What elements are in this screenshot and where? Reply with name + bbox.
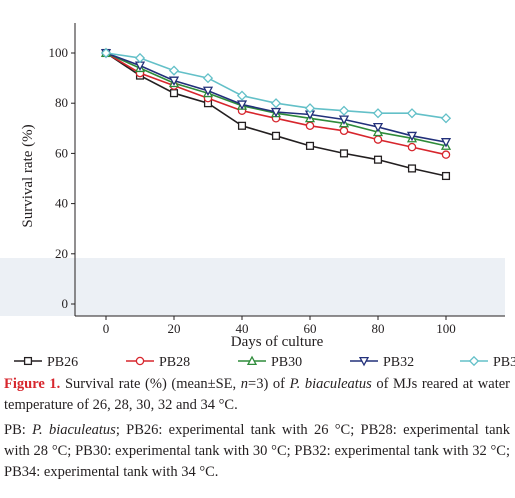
data-point-pb34 xyxy=(270,98,282,109)
data-point-pb34 xyxy=(168,65,180,76)
data-point-pb34 xyxy=(406,108,418,119)
data-point-pb34 xyxy=(100,47,112,59)
caption-species: P. biaculeatus xyxy=(289,376,372,392)
data-point-pb34 xyxy=(236,90,248,101)
y-tick-label: 40 xyxy=(55,196,68,211)
data-point-pb32 xyxy=(440,138,452,148)
background-band xyxy=(0,258,505,316)
notes-species: P. biaculeatus xyxy=(32,422,116,438)
legend-marker-pb32 xyxy=(358,356,370,367)
data-point-pb26 xyxy=(407,164,417,173)
data-point-pb28 xyxy=(305,121,315,131)
data-point-pb34 xyxy=(440,113,452,124)
data-point-pb26 xyxy=(339,149,349,158)
data-point-pb26 xyxy=(169,89,179,98)
legend-label-pb32: PB32 xyxy=(383,355,414,370)
data-point-pb32 xyxy=(372,122,384,133)
data-point-pb28 xyxy=(441,150,451,159)
x-tick-label: 40 xyxy=(236,321,249,336)
notes-pb-label: PB: xyxy=(4,422,33,438)
x-tick-label: 20 xyxy=(168,321,181,336)
figure-caption: Figure 1. Survival rate (%) (mean±SE, n=… xyxy=(4,374,510,483)
caption-text-2: =3) of xyxy=(248,376,290,392)
legend: PB26 PB28 PB30 PB32 PB34 xyxy=(14,355,515,370)
x-tick-label: 80 xyxy=(372,321,385,336)
data-point-pb26 xyxy=(373,155,383,164)
caption-n-variable: n xyxy=(240,376,249,392)
data-point-pb34 xyxy=(304,103,316,114)
x-tick-label: 60 xyxy=(304,321,317,336)
data-point-pb34 xyxy=(372,108,384,119)
data-point-pb32 xyxy=(202,86,214,97)
x-tick-label: 100 xyxy=(436,321,456,336)
data-point-pb34 xyxy=(134,52,146,64)
caption-main: Figure 1. Survival rate (%) (mean±SE, n=… xyxy=(4,374,510,416)
y-axis-label: Survival rate (%) xyxy=(20,124,36,227)
data-point-pb28 xyxy=(339,126,349,136)
legend-marker-pb28 xyxy=(135,356,145,366)
data-point-pb28 xyxy=(407,142,417,152)
data-point-pb32 xyxy=(338,115,350,125)
y-tick-label: 20 xyxy=(55,246,68,261)
data-point-pb32 xyxy=(270,107,282,118)
series-markers xyxy=(100,47,452,181)
survival-rate-chart: 0 20 40 60 80 100 0 20 40 60 80 100 Survival rate (… xyxy=(0,23,515,370)
legend-label-pb26: PB26 xyxy=(47,355,78,370)
figure-label: Figure 1. xyxy=(4,376,61,392)
legend-label-pb34: PB34 xyxy=(493,355,515,370)
y-tick-label: 100 xyxy=(49,45,69,60)
y-tick-label: 80 xyxy=(55,95,68,110)
caption-text-3: of MJs reared at water temperature of 26… xyxy=(4,376,510,413)
data-point-pb26 xyxy=(305,141,315,150)
data-point-pb34 xyxy=(202,72,214,84)
x-tick-label: 0 xyxy=(103,321,110,336)
axes xyxy=(74,23,505,317)
y-tick-label: 60 xyxy=(55,145,68,160)
legend-marker-pb26 xyxy=(23,356,33,366)
series-line-pb32 xyxy=(105,52,447,143)
legend-marker-pb30 xyxy=(246,355,258,366)
caption-text-1: Survival rate (%) (mean±SE, xyxy=(60,376,241,392)
data-point-pb26 xyxy=(237,121,247,130)
x-axis-label: Days of culture xyxy=(231,334,324,350)
legend-label-pb30: PB30 xyxy=(271,355,302,370)
notes-rest: ; PB26: experimental tank with 26 °C; PB… xyxy=(4,422,511,480)
data-point-pb26 xyxy=(271,131,281,140)
data-point-pb26 xyxy=(441,171,451,181)
caption-notes: PB: P. biaculeatus; PB26: experimental t… xyxy=(4,420,510,483)
data-point-pb32 xyxy=(168,76,180,86)
legend-marker-pb34 xyxy=(468,355,480,367)
data-point-pb32 xyxy=(236,100,248,110)
legend-label-pb28: PB28 xyxy=(159,355,190,370)
tick-labels: 0 20 40 60 80 100 0 20 40 60 80 100 xyxy=(49,45,456,336)
y-tick-label: 0 xyxy=(62,296,69,311)
data-point-pb28 xyxy=(373,135,383,144)
data-point-pb32 xyxy=(406,131,418,142)
data-point-pb34 xyxy=(338,105,350,116)
